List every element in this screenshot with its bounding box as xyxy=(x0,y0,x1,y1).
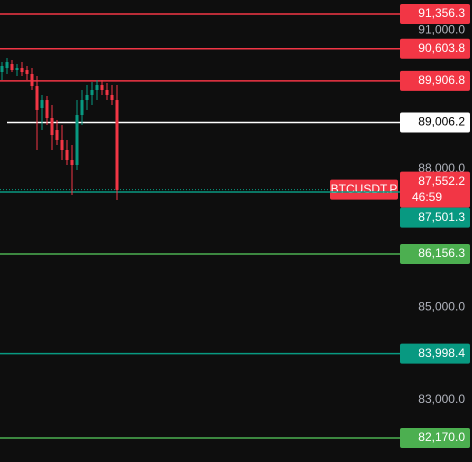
level-label: 89,906.8 xyxy=(418,73,465,87)
y-tick-label: 83,000.0 xyxy=(418,392,465,406)
candle-body xyxy=(30,73,34,87)
candle-body xyxy=(75,115,79,165)
candle-body xyxy=(50,118,54,135)
last-price-box xyxy=(400,171,470,208)
countdown: 46:59 xyxy=(412,190,442,204)
candle-body xyxy=(105,90,109,95)
candle-body xyxy=(35,86,39,110)
level-label: 83,998.4 xyxy=(418,346,465,360)
level-label: 87,501.3 xyxy=(418,210,465,224)
level-label-box xyxy=(400,4,470,25)
level-label-box xyxy=(400,343,470,364)
candle-body xyxy=(95,85,99,90)
symbol-label: BTCUSDT.P xyxy=(331,182,398,196)
level-label: 91,356.3 xyxy=(418,6,465,20)
level-label: 86,156.3 xyxy=(418,246,465,260)
level-label-box xyxy=(400,207,470,228)
candle-body xyxy=(20,68,24,72)
candle-body xyxy=(40,100,44,108)
candle-body xyxy=(5,62,9,69)
y-tick-label: 85,000.0 xyxy=(418,300,465,314)
level-label: 89,006.2 xyxy=(418,115,465,129)
candle-body xyxy=(90,90,94,95)
level-label-box xyxy=(400,70,470,91)
candle-body xyxy=(15,68,19,71)
y-tick-label: 91,000.0 xyxy=(418,23,465,37)
level-label-box xyxy=(400,38,470,59)
candle-body xyxy=(10,64,14,71)
candle-body xyxy=(25,70,29,74)
candle-body xyxy=(110,94,114,101)
candle-body xyxy=(70,160,74,165)
candle-body xyxy=(65,150,69,161)
candle-body xyxy=(100,85,104,90)
symbol-box xyxy=(330,179,398,200)
candle-body xyxy=(0,66,4,72)
level-label-box xyxy=(400,244,470,265)
level-label: 90,603.8 xyxy=(418,41,465,55)
candle-body xyxy=(115,100,119,190)
last-price-label: 87,552.2 xyxy=(418,174,465,188)
candle-body xyxy=(80,100,84,116)
candle-body xyxy=(60,139,64,150)
level-label: 82,170.0 xyxy=(418,430,465,444)
candle-body xyxy=(55,130,59,140)
candle-body xyxy=(85,94,89,101)
level-label-box xyxy=(400,112,470,133)
candle-body xyxy=(45,100,49,119)
level-label-box xyxy=(400,428,470,448)
